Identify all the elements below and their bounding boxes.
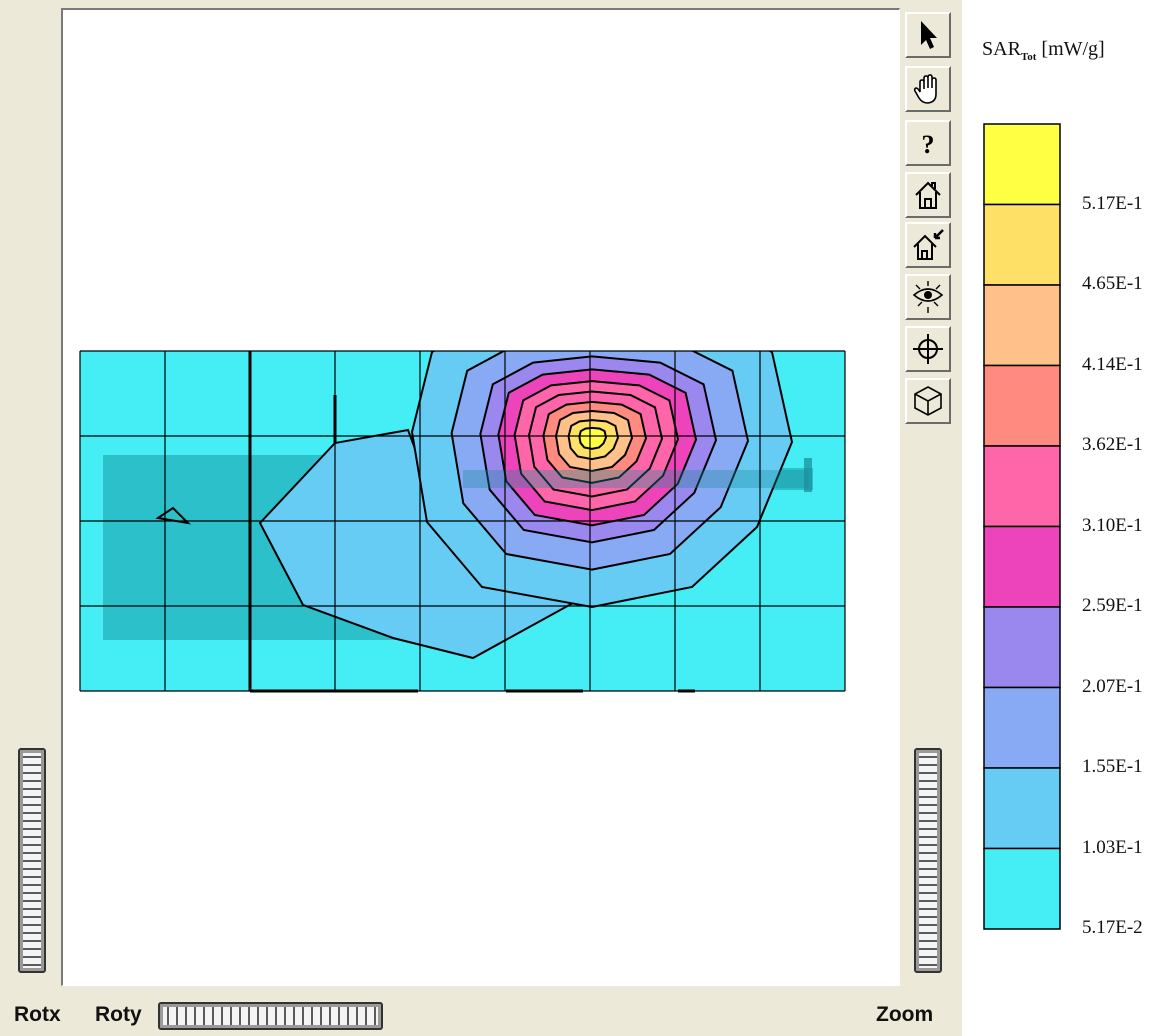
crosshair-icon <box>913 334 943 364</box>
legend-segment <box>983 847 1061 930</box>
sar-contour-plot[interactable] <box>63 10 899 985</box>
contour-layer <box>103 351 813 660</box>
house-icon <box>915 181 941 209</box>
legend-title: SARTot [mW/g] <box>982 38 1105 63</box>
hand-icon <box>913 74 937 104</box>
legend-segment <box>983 525 1061 608</box>
device-antenna-tip <box>804 458 812 492</box>
sar-viewer-window: Rotx Roty Zoom ? <box>0 0 962 1036</box>
legend-tick-label: 1.03E-1 <box>1082 836 1143 858</box>
legend-tick-label: 4.14E-1 <box>1082 353 1143 375</box>
legend-title-subscript: Tot <box>1020 51 1037 63</box>
view-tool-button[interactable] <box>905 274 951 320</box>
legend-segment <box>983 686 1061 769</box>
svg-text:?: ? <box>922 130 935 159</box>
legend-tick-label: 5.17E-1 <box>1082 192 1143 214</box>
arrow-pointer-icon <box>921 21 937 49</box>
legend-segment <box>983 203 1061 286</box>
legend-tick-label: 4.65E-1 <box>1082 273 1143 294</box>
legend-segment <box>983 364 1061 447</box>
legend-tick-label: 3.62E-1 <box>1082 434 1143 455</box>
legend-segment <box>983 767 1061 850</box>
legend-tick-label: 5.17E-2 <box>1082 917 1143 938</box>
home-view-tool-button[interactable] <box>905 172 951 218</box>
legend-title-unit: [mW/g] <box>1041 38 1105 60</box>
legend-segment <box>983 606 1061 689</box>
zoom-thumbwheel[interactable] <box>914 748 942 973</box>
legend-tick-label: 1.55E-1 <box>1082 756 1143 777</box>
zoom-label: Zoom <box>876 1003 934 1026</box>
set-home-tool-button[interactable] <box>905 222 951 268</box>
legend-segment <box>983 123 1061 206</box>
cube-view-tool-button[interactable] <box>905 378 951 424</box>
legend-segment <box>983 445 1061 528</box>
roty-label: Roty <box>95 1003 142 1026</box>
question-mark-icon: ? <box>922 130 935 159</box>
contour-level <box>578 426 608 450</box>
color-legend-bar <box>983 123 1061 930</box>
rotx-label: Rotx <box>14 1003 61 1026</box>
plot-canvas[interactable] <box>61 8 900 986</box>
rotx-thumbwheel[interactable] <box>18 748 46 973</box>
legend-tick-label: 2.59E-1 <box>1082 595 1143 616</box>
roty-thumbwheel[interactable] <box>158 1002 383 1030</box>
legend-tick-label: 2.07E-1 <box>1082 675 1143 697</box>
pan-tool-button[interactable] <box>905 66 951 112</box>
legend-segment <box>983 284 1061 367</box>
help-tool-button[interactable]: ? <box>905 120 951 166</box>
cube-icon <box>914 386 942 416</box>
select-tool-button[interactable] <box>905 12 951 58</box>
center-tool-button[interactable] <box>905 326 951 372</box>
eye-icon <box>912 281 944 313</box>
legend-title-quantity: SAR <box>982 38 1021 60</box>
legend-tick-label: 3.10E-1 <box>1082 514 1143 536</box>
house-arrow-icon <box>913 229 944 260</box>
device-antenna-overlay <box>463 470 808 488</box>
